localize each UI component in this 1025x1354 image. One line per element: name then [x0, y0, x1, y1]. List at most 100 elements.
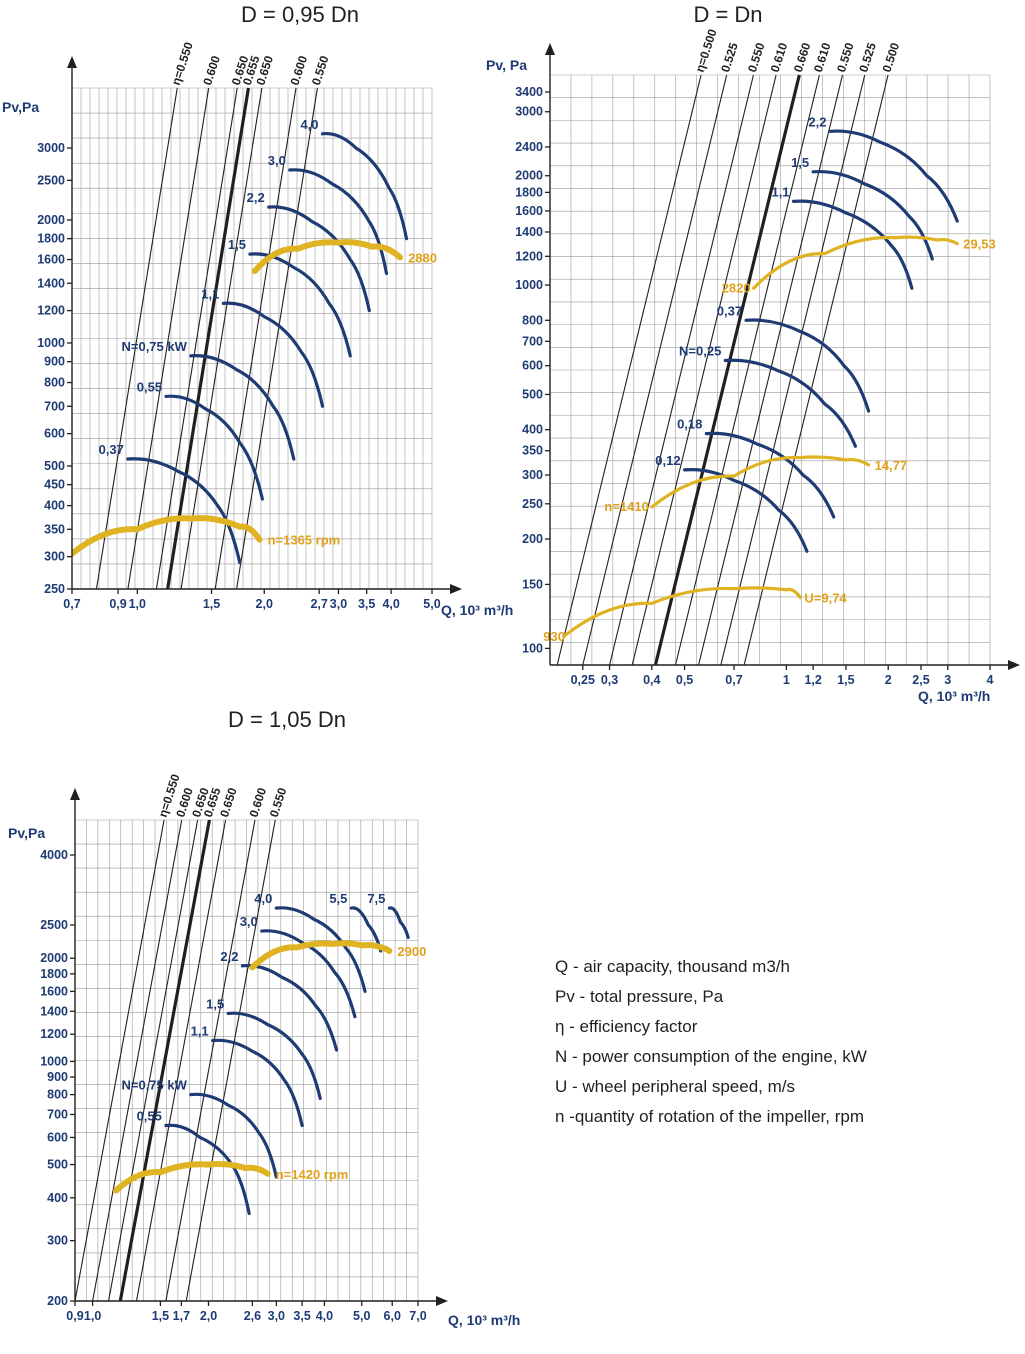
- speed-curve: [249, 940, 393, 971]
- y-tick-label: 1400: [515, 225, 543, 239]
- power-labels: 0,37 0,55 N=0,75 kW 1,1 1,5 2,2 3,0 4,0: [99, 117, 319, 457]
- y-axis-label: Pv,Pa: [2, 99, 39, 115]
- speed-curve: [112, 1161, 271, 1194]
- x-tick-label: 3,5: [358, 597, 375, 611]
- power-curve-label: 3,0: [268, 153, 286, 168]
- efficiency-line: [108, 819, 199, 1301]
- x-tick-label: 3,0: [268, 1309, 285, 1323]
- chart-title: D = 0,95 Dn: [241, 2, 359, 27]
- efficiency-line: [582, 74, 728, 665]
- power-curve: [189, 1092, 278, 1179]
- power-curve: [164, 1123, 251, 1216]
- x-tick-label: 1: [783, 673, 790, 687]
- speed-value-label: 930: [543, 629, 565, 644]
- x-tick-label: 3: [944, 673, 951, 687]
- power-curve-label: 1,5: [228, 237, 246, 252]
- power-curve: [221, 301, 325, 408]
- x-tick-label: 0,5: [676, 673, 693, 687]
- power-curve-label: 1,1: [201, 286, 219, 301]
- power-curve: [248, 252, 352, 358]
- x-tick-label: 0,9: [109, 597, 126, 611]
- y-tick-label: 200: [47, 1294, 68, 1308]
- speed-labels: U=9,74 n=1410 2820 930 14,77 29,53: [543, 237, 995, 645]
- speed-curve-label: n=1365 rpm: [268, 533, 341, 548]
- plot-area: [556, 74, 959, 665]
- efficiency-label: 0.550: [309, 54, 332, 87]
- y-tick-label: 3000: [37, 141, 65, 155]
- power-curve: [791, 199, 914, 290]
- y-tick-label: 500: [44, 459, 65, 473]
- x-axis-label: Q, 10³ m³/h: [441, 602, 513, 618]
- y-axis-label: Pv,Pa: [8, 825, 45, 841]
- y-tick-label: 1400: [40, 1004, 68, 1018]
- speed-curve-label: n=1420 rpm: [276, 1167, 349, 1182]
- x-tick-label: 0,3: [601, 673, 618, 687]
- y-tick-label: 900: [47, 1070, 68, 1084]
- power-curve: [211, 1038, 304, 1128]
- y-tick-label: 400: [44, 499, 65, 513]
- power-curve: [288, 168, 389, 275]
- speed-curve-label: 2880: [408, 250, 437, 265]
- efficiency-label: 0.600: [247, 786, 270, 819]
- x-tick-label: 6,0: [384, 1309, 401, 1323]
- efficiency-line: [631, 74, 777, 665]
- x-axis-label: Q, 10³ m³/h: [448, 1312, 520, 1328]
- x-tick-label: 2,0: [200, 1309, 217, 1323]
- x-axis-arrow: [436, 1296, 448, 1306]
- axes: [549, 53, 1010, 666]
- power-curve-label: 0,55: [137, 379, 162, 394]
- efficiency-label: 0.550: [267, 786, 290, 819]
- y-tick-label: 400: [522, 423, 543, 437]
- power-curve: [226, 1011, 322, 1100]
- x-tick-label: 3,5: [293, 1309, 310, 1323]
- y-tick-label: 1200: [37, 304, 65, 318]
- power-curve: [811, 169, 934, 261]
- power-curve-label: 1,1: [191, 1024, 209, 1039]
- power-curve-label: 2,2: [808, 114, 826, 129]
- power-curve-label: 1,5: [206, 996, 224, 1011]
- power-curve-label: 5,5: [329, 891, 347, 906]
- x-axis-arrow: [450, 584, 462, 594]
- y-tick-label: 100: [522, 641, 543, 655]
- x-tick-label: 0,7: [725, 673, 742, 687]
- y-tick-label: 800: [44, 376, 65, 390]
- power-curve-label: 3,0: [240, 914, 258, 929]
- power-curve: [828, 129, 959, 223]
- x-ticks: 0,25 0,3 0,4 0,5 0,7 1 1,2 1,5 2 2,5 3 4: [571, 665, 994, 687]
- power-curves: [164, 906, 410, 1216]
- y-tick-label: 1800: [515, 185, 543, 199]
- speed-curve: [562, 586, 802, 638]
- y-tick-label: 800: [47, 1088, 68, 1102]
- x-tick-label: 2,5: [912, 673, 929, 687]
- efficiency-line: [118, 819, 211, 1301]
- y-tick-label: 450: [44, 478, 65, 492]
- speed-curve: [72, 515, 263, 557]
- speed-curve: [650, 455, 871, 509]
- x-tick-label: 0,4: [643, 673, 660, 687]
- y-tick-label: 200: [522, 532, 543, 546]
- legend-item-u: U - wheel peripheral speed, m/s: [555, 1077, 796, 1096]
- x-tick-label: 1,0: [129, 597, 146, 611]
- power-curve-label: 7,5: [367, 891, 385, 906]
- efficiency-label: 0.610: [768, 41, 791, 74]
- power-curve-label: 0,12: [655, 453, 680, 468]
- x-tick-label: 2,6: [244, 1309, 261, 1323]
- plot-area: [75, 819, 410, 1301]
- power-labels: 0,55 N=0,75 kW 1,1 1,5 2,2 3,0 4,0 5,5 7,5: [121, 891, 385, 1123]
- y-ticks: 200 300 400 500 600 700 800 900 1000 1200 1400 1600…: [40, 848, 75, 1308]
- legend-item-eta: η - efficiency factor: [555, 1017, 698, 1036]
- power-curve: [320, 131, 409, 241]
- y-tick-label: 250: [522, 497, 543, 511]
- power-curve-label: N=0,75 kW: [121, 339, 187, 354]
- power-curve-label: 2,2: [247, 190, 265, 205]
- power-curves: [682, 129, 959, 553]
- efficiency-line: [75, 819, 165, 1301]
- power-curve: [164, 394, 264, 501]
- y-tick-label: 700: [44, 399, 65, 413]
- x-tick-label: 4,0: [316, 1309, 333, 1323]
- y-tick-label: 1000: [40, 1054, 68, 1068]
- y-tick-label: 2400: [515, 140, 543, 154]
